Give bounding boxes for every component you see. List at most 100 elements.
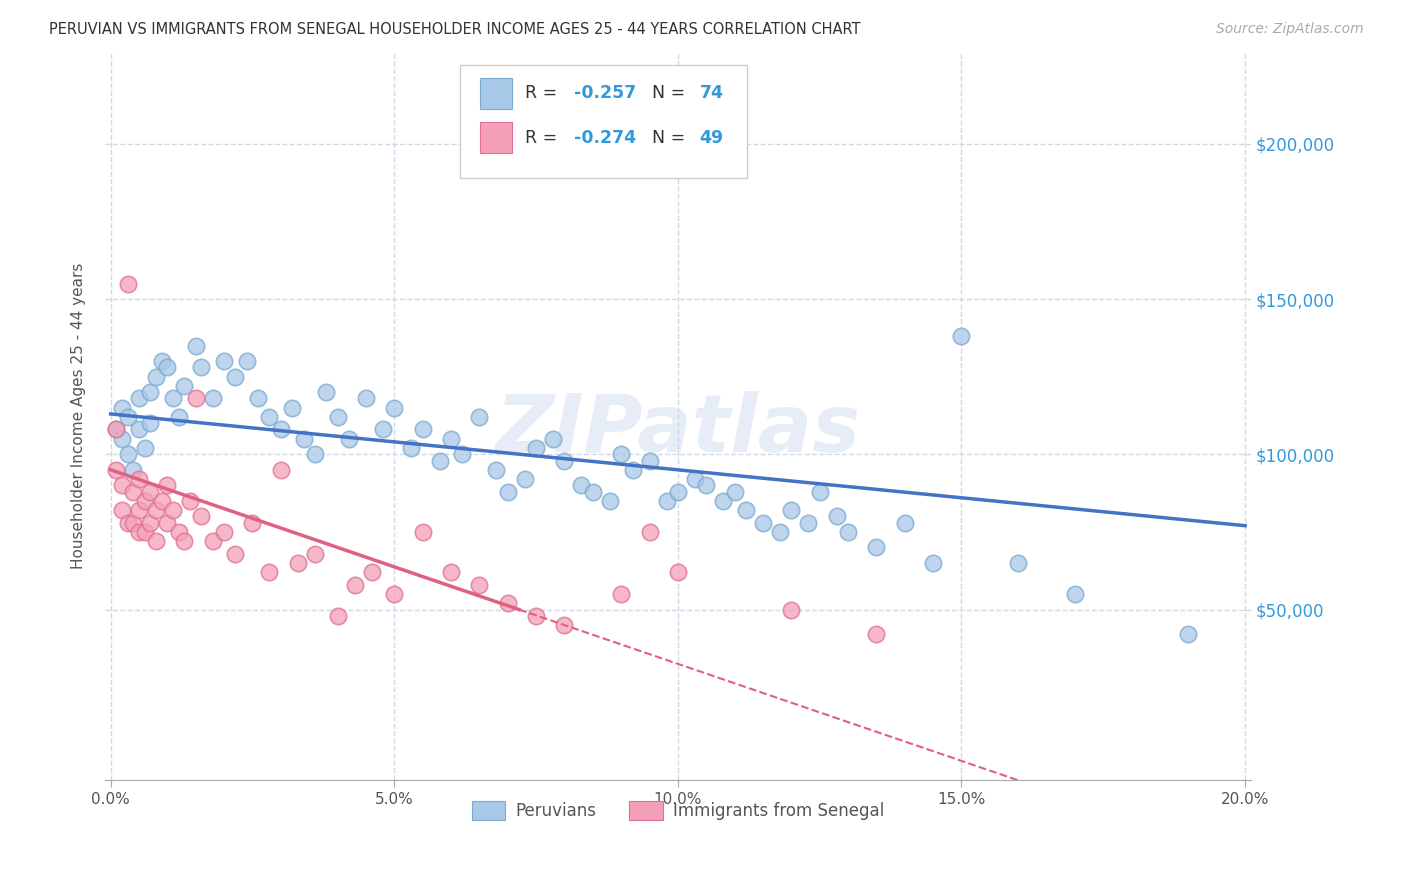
Point <box>865 541 887 555</box>
Point <box>128 422 150 436</box>
Point <box>179 494 201 508</box>
Point <box>292 432 315 446</box>
Point <box>281 401 304 415</box>
Point <box>326 608 349 623</box>
Point <box>808 484 831 499</box>
Point <box>683 472 706 486</box>
Point <box>134 494 156 508</box>
Point <box>162 503 184 517</box>
Point <box>184 392 207 406</box>
Point <box>371 422 394 436</box>
Point <box>304 447 326 461</box>
Point <box>128 524 150 539</box>
Point <box>354 392 377 406</box>
Point <box>190 360 212 375</box>
Point <box>259 566 281 580</box>
Point <box>825 509 848 524</box>
Point <box>610 447 633 461</box>
Point <box>167 524 190 539</box>
Point <box>412 524 434 539</box>
Text: Source: ZipAtlas.com: Source: ZipAtlas.com <box>1216 22 1364 37</box>
Point <box>451 447 474 461</box>
FancyBboxPatch shape <box>460 65 747 178</box>
Point <box>894 516 917 530</box>
Point <box>513 472 536 486</box>
Point <box>117 447 139 461</box>
Text: 49: 49 <box>700 129 724 147</box>
Point <box>128 503 150 517</box>
Point <box>1177 627 1199 641</box>
Bar <box>479 78 512 109</box>
Point <box>105 422 128 436</box>
Text: 74: 74 <box>700 84 724 102</box>
Point <box>468 577 491 591</box>
Point <box>201 392 224 406</box>
Legend: Peruvians, Immigrants from Senegal: Peruvians, Immigrants from Senegal <box>465 794 890 827</box>
Point <box>173 379 195 393</box>
Point <box>553 618 575 632</box>
Point <box>468 410 491 425</box>
Point <box>105 422 128 436</box>
Point <box>139 385 162 400</box>
Y-axis label: Householder Income Ages 25 - 44 years: Householder Income Ages 25 - 44 years <box>72 262 86 569</box>
Point <box>111 401 134 415</box>
Point <box>184 338 207 352</box>
Point <box>485 463 508 477</box>
Point <box>173 534 195 549</box>
Point <box>382 401 405 415</box>
Point <box>247 392 270 406</box>
Point <box>621 463 644 477</box>
Point <box>122 516 145 530</box>
Point <box>412 422 434 436</box>
Point <box>382 587 405 601</box>
Point <box>343 577 366 591</box>
Point <box>638 453 661 467</box>
Point <box>401 441 423 455</box>
Point <box>236 354 259 368</box>
Point <box>865 627 887 641</box>
Point <box>224 369 246 384</box>
Point <box>666 566 689 580</box>
Point <box>337 432 360 446</box>
Point <box>610 587 633 601</box>
Point <box>117 516 139 530</box>
Point <box>360 566 382 580</box>
Point <box>1007 556 1029 570</box>
Point <box>105 463 128 477</box>
Point <box>150 494 173 508</box>
Point <box>440 566 463 580</box>
Point <box>553 453 575 467</box>
Point <box>666 484 689 499</box>
Point <box>496 484 519 499</box>
Point <box>167 410 190 425</box>
Text: R =: R = <box>526 129 564 147</box>
Text: -0.274: -0.274 <box>574 129 636 147</box>
Point <box>780 503 803 517</box>
Point <box>524 441 547 455</box>
Point <box>837 524 859 539</box>
Point <box>128 392 150 406</box>
Point <box>797 516 820 530</box>
Point <box>259 410 281 425</box>
Point <box>156 360 179 375</box>
Point <box>270 422 292 436</box>
Point <box>922 556 945 570</box>
Point <box>582 484 605 499</box>
Point <box>541 432 564 446</box>
Point <box>111 503 134 517</box>
Point <box>571 478 593 492</box>
Point <box>190 509 212 524</box>
Point <box>212 524 235 539</box>
Point <box>655 494 678 508</box>
Point <box>150 354 173 368</box>
Text: N =: N = <box>651 129 690 147</box>
Point <box>270 463 292 477</box>
Point <box>769 524 792 539</box>
Point <box>156 516 179 530</box>
Text: ZIPatlas: ZIPatlas <box>495 391 860 469</box>
Point <box>139 416 162 430</box>
Point <box>315 385 337 400</box>
Point <box>156 478 179 492</box>
Point <box>134 524 156 539</box>
Point <box>440 432 463 446</box>
